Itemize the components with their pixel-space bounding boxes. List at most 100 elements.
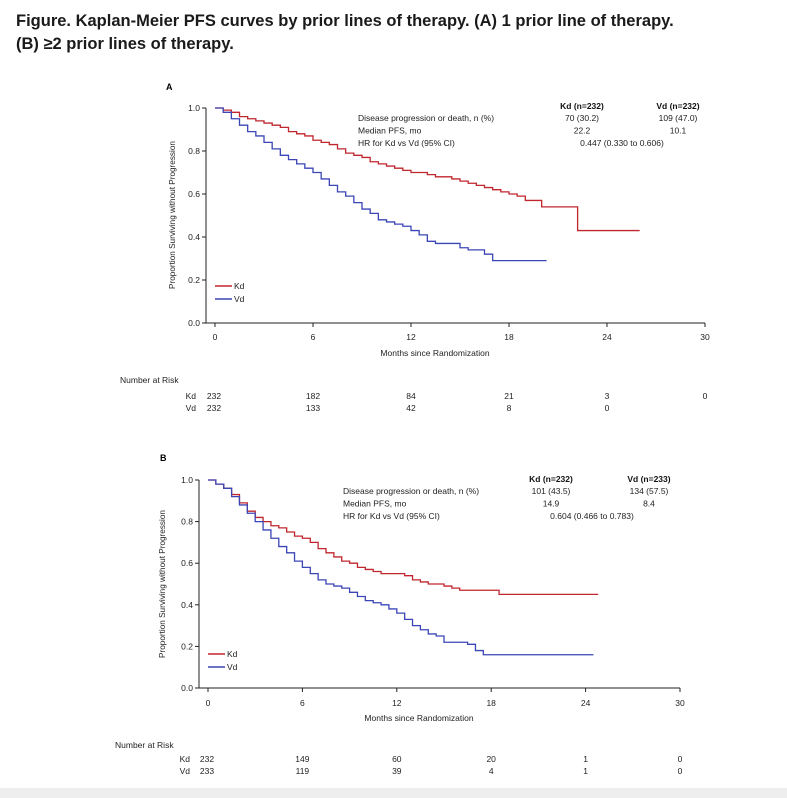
- stats-hr-value: 0.447 (0.330 to 0.606): [580, 138, 664, 148]
- risk-value: 8: [507, 403, 512, 413]
- stats-row-kd: 70 (30.2): [565, 113, 599, 123]
- risk-table-a: Number at Risk Kd 232 182 84 21 3 0 Vd 232 133 42 8 0: [120, 375, 708, 413]
- risk-value: 20: [486, 754, 496, 764]
- y-tick-label: 0.4: [188, 232, 200, 242]
- legend-label: Vd: [234, 294, 245, 304]
- legend-label: Kd: [234, 281, 245, 291]
- stats-row-label: Disease progression or death, n (%): [343, 486, 479, 496]
- panel-label: A: [166, 82, 173, 92]
- x-tick-label: 12: [406, 332, 416, 342]
- bottom-bar: [0, 788, 787, 798]
- x-tick-label: 18: [504, 332, 514, 342]
- stats-row-vd: 109 (47.0): [659, 113, 698, 123]
- y-tick-label: 0.2: [188, 275, 200, 285]
- risk-value: 232: [200, 754, 214, 764]
- risk-value: 42: [406, 403, 416, 413]
- stats-row-vd: 8.4: [643, 499, 655, 509]
- risk-value: 60: [392, 754, 402, 764]
- risk-row-name: Kd: [180, 754, 191, 764]
- stats-col-vd: Vd (n=232): [656, 101, 699, 111]
- risk-value: 232: [207, 391, 221, 401]
- stats-row-label: Disease progression or death, n (%): [358, 113, 494, 123]
- x-tick-label: 6: [311, 332, 316, 342]
- y-tick-label: 0.6: [181, 558, 193, 568]
- risk-value: 149: [295, 754, 309, 764]
- figure-title: Figure. Kaplan-Meier PFS curves by prior…: [16, 10, 781, 56]
- risk-value: 39: [392, 766, 402, 776]
- y-tick-label: 1.0: [188, 103, 200, 113]
- y-tick-label: 0.2: [181, 641, 193, 651]
- km-curve-kd: [208, 479, 599, 596]
- km-curve-vd: [215, 107, 547, 262]
- stats-table-a: Kd (n=232) Vd (n=232) Disease progression …: [358, 101, 700, 148]
- risk-row-name: Kd: [186, 391, 197, 401]
- risk-value: 3: [605, 391, 610, 401]
- stats-row-label: Median PFS, mo: [343, 499, 407, 509]
- stats-row-vd: 134 (57.5): [630, 486, 669, 496]
- risk-value: 182: [306, 391, 320, 401]
- risk-value: 0: [703, 391, 708, 401]
- risk-value: 1: [583, 766, 588, 776]
- x-tick-label: 30: [675, 698, 685, 708]
- curves-a: [215, 107, 640, 262]
- km-curve-kd: [215, 107, 640, 232]
- risk-value: 232: [207, 403, 221, 413]
- risk-value: 1: [583, 754, 588, 764]
- km-curve-vd: [208, 479, 594, 656]
- km-panel-a: A 0.0 0.2 0.4 0.6 0.8 1.0 0 6 12 18 24 30 Months sin…: [120, 82, 710, 413]
- stats-row-label: Median PFS, mo: [358, 126, 422, 136]
- risk-table-title: Number at Risk: [120, 375, 179, 385]
- x-axis-label: Months since Randomization: [364, 713, 473, 723]
- risk-value: 133: [306, 403, 320, 413]
- stats-row-kd: 101 (43.5): [532, 486, 571, 496]
- legend-label: Kd: [227, 649, 238, 659]
- stats-row-kd: 22.2: [574, 126, 591, 136]
- stats-table-b: Kd (n=232) Vd (n=233) Disease progression …: [343, 474, 671, 521]
- stats-hr-label: HR for Kd vs Vd (95% CI): [343, 511, 440, 521]
- legend-label: Vd: [227, 662, 238, 672]
- risk-row-name: Vd: [186, 403, 197, 413]
- risk-value: 4: [489, 766, 494, 776]
- x-tick-label: 0: [213, 332, 218, 342]
- stats-hr-label: HR for Kd vs Vd (95% CI): [358, 138, 455, 148]
- stats-col-kd: Kd (n=232): [560, 101, 604, 111]
- risk-row-name: Vd: [180, 766, 191, 776]
- panel-label: B: [160, 453, 167, 463]
- stats-row-kd: 14.9: [543, 499, 560, 509]
- stats-col-vd: Vd (n=233): [627, 474, 670, 484]
- risk-value: 0: [678, 754, 683, 764]
- x-tick-label: 24: [581, 698, 591, 708]
- x-tick-label: 24: [602, 332, 612, 342]
- y-axis-label: Proportion Surviving without Progression: [158, 510, 167, 658]
- risk-table-title: Number at Risk: [115, 740, 174, 750]
- x-tick-label: 12: [392, 698, 402, 708]
- x-tick-label: 6: [300, 698, 305, 708]
- risk-value: 119: [296, 766, 310, 776]
- risk-value: 84: [406, 391, 416, 401]
- risk-value: 0: [605, 403, 610, 413]
- stats-row-vd: 10.1: [670, 126, 687, 136]
- y-tick-label: 0.0: [181, 683, 193, 693]
- y-tick-label: 0.0: [188, 318, 200, 328]
- x-axis-label: Months since Randomization: [380, 348, 489, 358]
- x-tick-label: 18: [486, 698, 496, 708]
- risk-value: 0: [678, 766, 683, 776]
- figure-title-line-1: Figure. Kaplan-Meier PFS curves by prior…: [16, 12, 674, 30]
- y-tick-label: 0.6: [188, 189, 200, 199]
- x-tick-label: 0: [206, 698, 211, 708]
- curves-b: [208, 479, 599, 656]
- axes-a: 0.0 0.2 0.4 0.6 0.8 1.0 0 6 12 18 24 30 Months since…: [168, 103, 710, 358]
- risk-table-b: Number at Risk Kd 232 149 60 20 1 0 Vd 233 119 39 4 1…: [115, 740, 683, 776]
- y-tick-label: 0.8: [188, 146, 200, 156]
- stats-hr-value: 0.604 (0.466 to 0.783): [550, 511, 634, 521]
- legend-a: Kd Vd: [215, 281, 245, 304]
- y-tick-label: 0.4: [181, 600, 193, 610]
- figure-title-line-2: (B) ≥2 prior lines of therapy.: [16, 35, 234, 53]
- y-axis-label: Proportion Surviving without Progression: [168, 141, 177, 289]
- x-tick-label: 30: [700, 332, 710, 342]
- y-tick-label: 1.0: [181, 475, 193, 485]
- legend-b: Kd Vd: [208, 649, 238, 672]
